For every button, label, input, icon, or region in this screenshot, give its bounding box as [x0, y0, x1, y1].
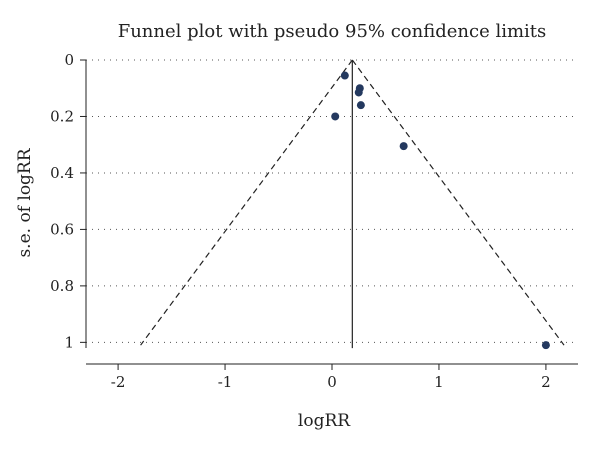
x-tick-label-2: 0	[327, 373, 337, 391]
x-axis-title: logRR	[298, 411, 351, 431]
y-tick-label-3: 0.6	[50, 220, 74, 238]
funnel-lines	[140, 59, 565, 349]
data-point-0	[340, 71, 349, 80]
data-point-2	[354, 88, 363, 97]
y-axis-title: s.e. of logRR	[15, 147, 35, 257]
x-tick-label-3: 1	[434, 373, 444, 391]
x-tick-label-4: 2	[541, 373, 551, 391]
x-tick-label-0: -2	[111, 373, 126, 391]
lower-confidence-limit	[140, 59, 353, 346]
axes: 0 0.2 0.4 0.6 0.8 1 -2 -1 0 1 2	[50, 51, 578, 391]
x-tick-label-1: -1	[218, 373, 233, 391]
gridlines	[86, 59, 578, 343]
y-tick-label-0: 0	[64, 51, 74, 69]
data-point-5	[399, 142, 408, 151]
data-point-3	[356, 101, 365, 110]
data-point-6	[541, 341, 550, 350]
y-tick-label-2: 0.4	[50, 164, 74, 182]
y-tick-label-5: 1	[64, 333, 74, 351]
chart-title: Funnel plot with pseudo 95% confidence l…	[118, 21, 547, 42]
upper-confidence-limit	[351, 59, 565, 346]
data-point-4	[331, 112, 340, 121]
data-points	[331, 71, 550, 350]
y-tick-label-4: 0.8	[50, 277, 74, 295]
y-tick-label-1: 0.2	[50, 107, 74, 125]
